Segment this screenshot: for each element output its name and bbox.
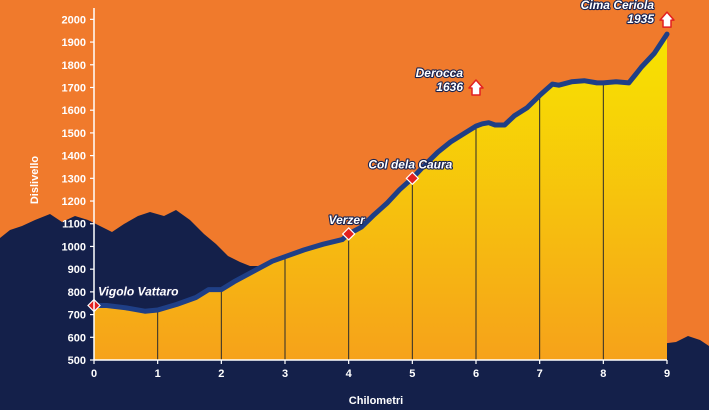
y-tick-label: 700 — [68, 310, 86, 322]
x-tick-label: 7 — [537, 368, 543, 380]
x-tick-label: 9 — [664, 368, 670, 380]
y-tick-label: 1300 — [62, 173, 86, 185]
profile-area — [94, 34, 667, 360]
y-tick-label: 900 — [68, 264, 86, 276]
y-tick-label: 1400 — [62, 151, 86, 163]
summit-marker-cima-ceriola — [659, 11, 675, 28]
profile-line-group — [91, 31, 670, 314]
summit-marker-derocca — [468, 79, 484, 96]
x-tick-label: 0 — [91, 368, 97, 380]
x-axis-baseline — [94, 360, 667, 362]
y-axis-title: Dislivello — [29, 156, 41, 205]
x-tick-label: 5 — [409, 368, 415, 380]
y-tick-label: 500 — [68, 355, 86, 367]
y-tick-label: 1100 — [62, 219, 86, 231]
x-tick-label: 4 — [346, 368, 353, 380]
y-tick-label: 1900 — [62, 37, 86, 49]
elevation-line — [91, 31, 670, 314]
y-tick-label: 1800 — [62, 60, 86, 72]
x-axis-title: Chilometri — [349, 395, 403, 407]
y-tick-label: 800 — [68, 287, 86, 299]
grid — [157, 82, 604, 360]
x-tick-label: 3 — [282, 368, 288, 380]
axes: 500 600 700 800 900 1000 1100 1200 1300 1400 1500 1… — [62, 8, 670, 380]
y-tick-label: 1000 — [62, 241, 86, 253]
x-tick-label: 1 — [155, 368, 161, 380]
waypoint-label-verzer: Verzer — [329, 213, 367, 227]
summit-elevation-derocca: 1636 — [436, 80, 463, 94]
y-tick-label: 1600 — [62, 105, 86, 117]
summit-label-derocca: Derocca — [416, 66, 464, 80]
elevation-area — [94, 34, 667, 360]
waypoint-marker-verzer — [341, 227, 356, 241]
plot-area — [94, 360, 667, 362]
waypoint-label-col-dela-caura: Col dela Caura — [368, 157, 452, 171]
y-tick-label: 1700 — [62, 82, 86, 94]
y-tick-label: 1500 — [62, 128, 86, 140]
summit-label-cima-ceriola: Cima Ceriola — [581, 0, 655, 12]
x-tick-label: 2 — [218, 368, 224, 380]
summit-elevation-cima-ceriola: 1935 — [627, 12, 654, 26]
x-tick-label: 8 — [600, 368, 606, 380]
waypoint-label-vigolo-vattaro: Vigolo Vattaro — [98, 284, 178, 298]
x-tick-label: 6 — [473, 368, 479, 380]
y-tick-label: 1200 — [62, 196, 86, 208]
markers: Vigolo Vattaro Verzer Col dela Caura Derocc… — [87, 0, 675, 313]
y-tick-label: 600 — [68, 332, 86, 344]
y-tick-label: 2000 — [62, 14, 86, 26]
waypoint-marker-col-dela-caura — [405, 171, 420, 186]
